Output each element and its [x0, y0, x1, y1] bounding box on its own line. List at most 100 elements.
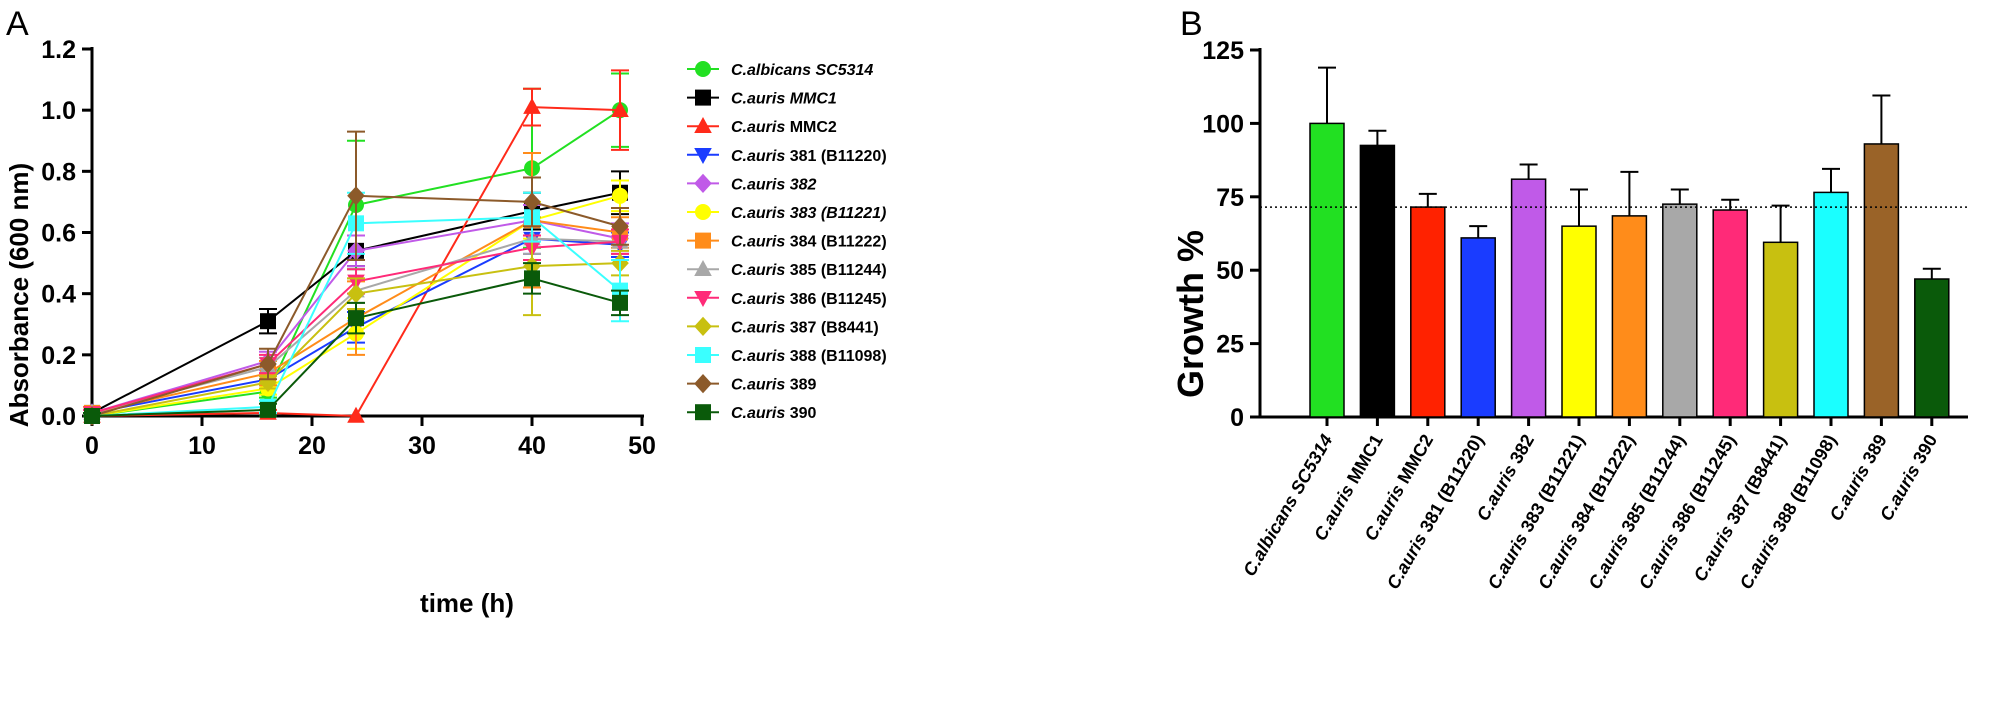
panel-a-x-tick-label: 10 — [188, 432, 216, 460]
category-label: C.auris 383 (B11221) — [1484, 431, 1589, 593]
panel-a-x-tick-label: 0 — [85, 432, 99, 460]
legend-label-italic: C.auris 382 — [731, 176, 816, 193]
legend-marker — [695, 61, 711, 77]
category-label-italic: C.auris — [1360, 481, 1408, 544]
category-label-italic: C.auris — [1584, 530, 1632, 593]
legend-label: C.auris 387 (B8441) — [731, 319, 879, 336]
panel-b-y-tick-label: 75 — [1216, 184, 1244, 212]
bar-4 — [1510, 163, 1547, 418]
data-point — [347, 406, 365, 423]
legend-label-rest: 390 — [785, 405, 816, 422]
legend-item-4: C.auris 382 — [687, 173, 816, 193]
category-label-rest: 390 — [1906, 431, 1941, 471]
data-point — [611, 100, 629, 117]
legend-marker — [694, 117, 712, 133]
category-label-italic: C.auris — [1876, 461, 1924, 524]
legend-label: C.auris 384 (B11222) — [731, 234, 887, 251]
legend-marker — [695, 204, 711, 220]
data-point — [523, 97, 541, 114]
panel-b-y-axis-label: Growth % — [1170, 230, 1211, 398]
panel-a-y-tick-label: 0.8 — [41, 158, 76, 186]
legend-label: C.auris MMC2 — [731, 119, 837, 136]
legend-label-italic: C.auris — [731, 234, 785, 251]
category-label: C.auris 387 (B8441) — [1690, 431, 1790, 585]
legend-label: C.auris 383 (B11221) — [731, 205, 886, 222]
panel-a-y-tick-label: 0.4 — [41, 281, 76, 309]
legend-label: C.auris 381 (B11220) — [731, 148, 887, 165]
category-label: C.albicans SC5314 — [1239, 431, 1336, 580]
bar — [1611, 215, 1648, 418]
legend-item-12: C.auris 390 — [687, 404, 816, 422]
legend-marker — [695, 232, 711, 249]
data-point — [612, 187, 628, 204]
legend-marker — [694, 148, 712, 164]
category-label-rest: 382 — [1503, 431, 1538, 471]
legend-label-italic: C.auris 383 (B11221) — [731, 205, 886, 222]
bar-11 — [1863, 94, 1900, 418]
bar — [1863, 143, 1900, 418]
legend-marker — [694, 173, 712, 193]
panel-b-y-tick-label: 100 — [1202, 110, 1244, 138]
panel-a-y-tick-label: 1.0 — [41, 97, 76, 125]
category-label: C.auris 384 (B11222) — [1534, 431, 1639, 593]
panel-a-y-tick-label: 0.2 — [41, 342, 76, 370]
legend-item-3: C.auris 381 (B11220) — [687, 148, 887, 165]
legend-item-8: C.auris 386 (B11245) — [687, 291, 887, 308]
data-point — [348, 310, 364, 327]
panel-a-label: A — [6, 5, 29, 43]
panel-b-bar-chart: B Growth % 0 25 50 75 100 125 C.albicans SC53… — [1170, 5, 1968, 593]
bar — [1410, 206, 1446, 418]
panel-a-line-chart: A Absorbance (600 nm) time (h) 0.0 0.2 0.4… — [4, 5, 887, 618]
category-label-rest: 389 — [1856, 431, 1891, 471]
bar — [1914, 278, 1950, 418]
panel-a-y-tick-label: 0.6 — [41, 220, 76, 248]
legend-label: C.auris 386 (B11245) — [731, 291, 887, 308]
legend-label: C.albicans SC5314 — [731, 62, 873, 79]
data-point — [260, 313, 276, 330]
category-label-italic: C.auris — [1473, 461, 1521, 524]
legend-item-2: C.auris MMC2 — [687, 117, 837, 136]
panel-b-y-tick-label: 125 — [1202, 37, 1244, 65]
panel-b-y-tick-label: 0 — [1230, 404, 1244, 432]
bar-8 — [1712, 198, 1748, 418]
legend-item-0: C.albicans SC5314 — [687, 61, 873, 79]
legend-item-5: C.auris 383 (B11221) — [687, 204, 886, 222]
legend-marker — [694, 291, 712, 307]
bar-0 — [1309, 66, 1345, 418]
legend-label-rest: 387 (B8441) — [785, 319, 878, 336]
panel-a-x-tick-label: 20 — [298, 432, 326, 460]
data-point — [260, 401, 276, 418]
bar — [1460, 237, 1496, 418]
data-point — [259, 372, 277, 392]
legend-label: C.auris 390 — [731, 405, 816, 422]
bar-3 — [1460, 225, 1496, 418]
legend-label-rest: MMC2 — [785, 119, 837, 136]
category-label-rest: MMC1 — [1341, 431, 1387, 491]
data-point — [524, 270, 540, 287]
data-point — [611, 216, 629, 236]
panel-b-bars — [1260, 66, 1968, 418]
legend-marker — [694, 374, 712, 394]
panel-a-x-tick-label: 30 — [408, 432, 436, 460]
bar-10 — [1813, 167, 1849, 418]
legend-label: C.auris 385 (B11244) — [731, 262, 887, 279]
bar — [1662, 203, 1698, 418]
legend-label: C.auris 388 (B11098) — [731, 348, 887, 365]
legend-label-italic: C.auris — [731, 291, 785, 308]
bar-6 — [1611, 170, 1648, 418]
legend-label-italic: C.albicans SC5314 — [731, 62, 873, 79]
legend-item-10: C.auris 388 (B11098) — [687, 347, 887, 365]
legend-marker — [694, 316, 712, 336]
category-label: C.auris 381 (B11220) — [1383, 431, 1488, 593]
panel-a-legend: C.albicans SC5314 C.auris MMC1 C.auris MMC… — [687, 61, 887, 422]
category-label-italic: C.auris — [1635, 530, 1683, 593]
category-label-italic: C.auris — [1310, 481, 1358, 544]
bar — [1712, 209, 1748, 418]
panel-a-y-tick-label: 1.2 — [41, 36, 76, 64]
category-label-italic: C.albicans SC5314 — [1239, 431, 1336, 580]
legend-label-rest: 386 (B11245) — [785, 291, 886, 308]
category-label: C.auris 388 (B11098) — [1736, 431, 1841, 593]
category-label-italic: C.auris — [1826, 461, 1874, 524]
bar — [1359, 144, 1396, 418]
